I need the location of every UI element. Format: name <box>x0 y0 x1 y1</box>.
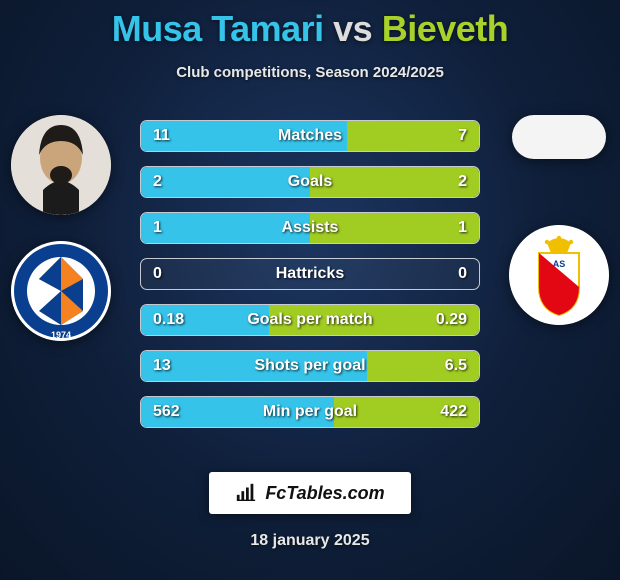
left-column: 1974 <box>6 115 116 341</box>
stat-row: 13 Shots per goal 6.5 <box>140 350 480 382</box>
stat-value-p2: 0.29 <box>436 311 467 329</box>
stat-row: 2 Goals 2 <box>140 166 480 198</box>
montpellier-badge-icon: 1974 <box>11 241 111 341</box>
player1-name: Musa Tamari <box>112 8 324 49</box>
stat-value-p1: 0.18 <box>153 311 184 329</box>
stat-value-p1: 562 <box>153 403 180 421</box>
svg-text:1974: 1974 <box>51 330 71 340</box>
stat-value-p1: 13 <box>153 357 171 375</box>
stat-fill-p2 <box>310 167 479 197</box>
stat-value-p2: 2 <box>458 173 467 191</box>
stat-value-p2: 0 <box>458 265 467 283</box>
site-name: FcTables.com <box>265 483 384 504</box>
stat-value-p1: 11 <box>153 127 170 145</box>
player1-photo-placeholder <box>11 115 111 215</box>
stat-value-p1: 2 <box>153 173 162 191</box>
stat-label: Goals <box>288 173 332 191</box>
right-column: AS <box>504 115 614 325</box>
stat-label: Shots per goal <box>254 357 365 375</box>
stat-value-p2: 7 <box>458 127 467 145</box>
stats-table: 11 Matches 7 2 Goals 2 1 Assists 1 0 Hattricks 0 0.1… <box>140 120 480 428</box>
site-badge: FcTables.com <box>209 472 410 514</box>
stat-value-p1: 1 <box>153 219 162 237</box>
player2-avatar-placeholder <box>512 115 606 159</box>
stat-label: Matches <box>278 127 342 145</box>
player2-name: Bieveth <box>382 8 509 49</box>
stat-label: Min per goal <box>263 403 357 421</box>
stat-row: 1 Assists 1 <box>140 212 480 244</box>
stat-label: Goals per match <box>247 311 372 329</box>
footer-date: 18 january 2025 <box>250 532 369 550</box>
stat-value-p2: 422 <box>440 403 467 421</box>
player1-avatar <box>11 115 111 215</box>
stat-row: 11 Matches 7 <box>140 120 480 152</box>
stat-value-p2: 1 <box>458 219 467 237</box>
monaco-badge-icon: AS <box>509 225 609 325</box>
player2-club-badge: AS <box>509 225 609 325</box>
stat-row: 562 Min per goal 422 <box>140 396 480 428</box>
player1-club-badge: 1974 <box>11 241 111 341</box>
stat-row: 0.18 Goals per match 0.29 <box>140 304 480 336</box>
subtitle-text: Club competitions, Season 2024/2025 <box>0 64 620 81</box>
stat-fill-p1 <box>141 167 310 197</box>
stat-label: Assists <box>282 219 339 237</box>
vs-label: vs <box>333 8 372 49</box>
footer: FcTables.com 18 january 2025 <box>0 472 620 550</box>
stat-label: Hattricks <box>276 265 344 283</box>
stat-value-p1: 0 <box>153 265 162 283</box>
stat-row: 0 Hattricks 0 <box>140 258 480 290</box>
svg-text:AS: AS <box>553 259 566 269</box>
chart-icon <box>235 482 257 504</box>
comparison-title: Musa Tamari vs Bieveth <box>0 0 620 50</box>
stat-value-p2: 6.5 <box>445 357 467 375</box>
